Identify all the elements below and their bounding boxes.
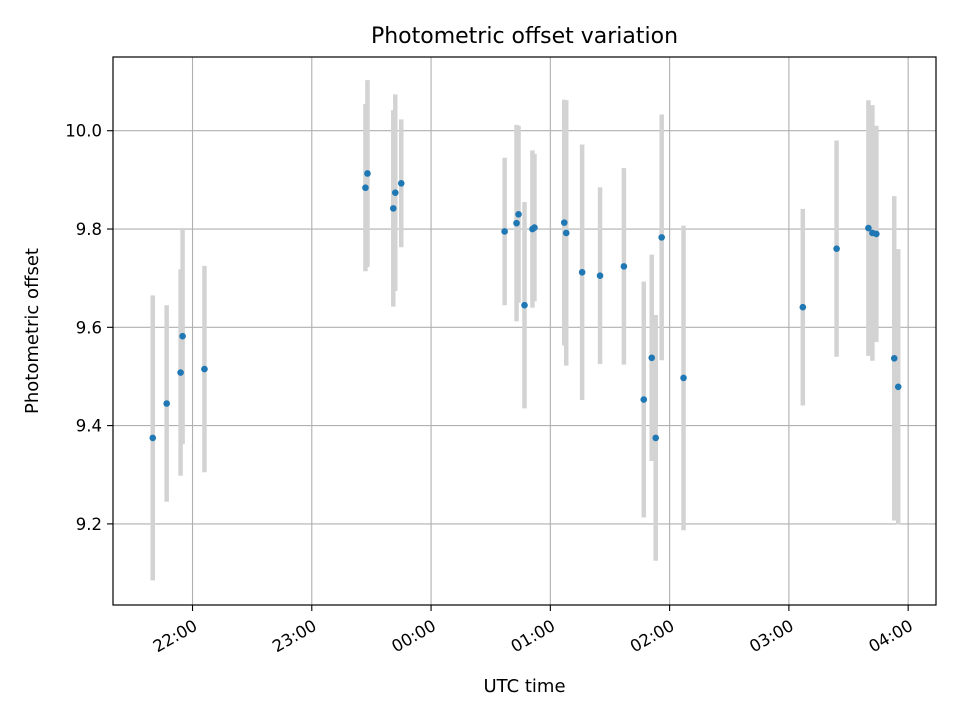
- data-point: [833, 245, 840, 252]
- data-point: [562, 229, 570, 237]
- data-points: [149, 170, 902, 442]
- data-point: [658, 234, 665, 241]
- x-axis-label: UTC time: [483, 676, 565, 697]
- data-point: [177, 369, 184, 376]
- y-tick-label: 10.0: [65, 122, 102, 141]
- data-point: [397, 180, 405, 187]
- y-axis-label: Photometric offset: [22, 248, 43, 414]
- data-point: [680, 374, 687, 382]
- y-tick-label: 9.6: [76, 318, 102, 337]
- data-point: [578, 268, 586, 276]
- data-point: [179, 332, 186, 340]
- data-point: [501, 228, 508, 235]
- data-point: [620, 263, 628, 270]
- data-point: [362, 184, 369, 192]
- data-point: [389, 205, 397, 212]
- y-tick-label: 9.4: [76, 417, 102, 436]
- data-point: [391, 189, 399, 196]
- data-point: [201, 365, 208, 373]
- data-point: [865, 224, 872, 232]
- data-point: [364, 170, 371, 177]
- data-point: [873, 230, 880, 238]
- data-point: [799, 303, 807, 311]
- y-tick-label: 9.2: [76, 515, 102, 534]
- y-axis-ticks: 9.2 9.4 9.6 9.8 10.0: [65, 122, 113, 534]
- data-point: [894, 383, 902, 391]
- data-point: [531, 224, 538, 231]
- data-point: [163, 400, 170, 407]
- data-point: [513, 219, 520, 227]
- data-point: [890, 354, 898, 362]
- data-point: [596, 272, 604, 280]
- data-point: [515, 210, 522, 218]
- chart-title: Photometric offset variation: [371, 24, 678, 49]
- y-tick-label: 9.8: [76, 220, 102, 239]
- data-point: [640, 396, 648, 403]
- data-point: [521, 301, 528, 309]
- data-point: [648, 354, 656, 362]
- grid-lines: [113, 57, 936, 605]
- data-point: [149, 434, 157, 442]
- data-point: [560, 219, 568, 226]
- data-point: [652, 434, 660, 442]
- plot-frame: [112, 56, 937, 606]
